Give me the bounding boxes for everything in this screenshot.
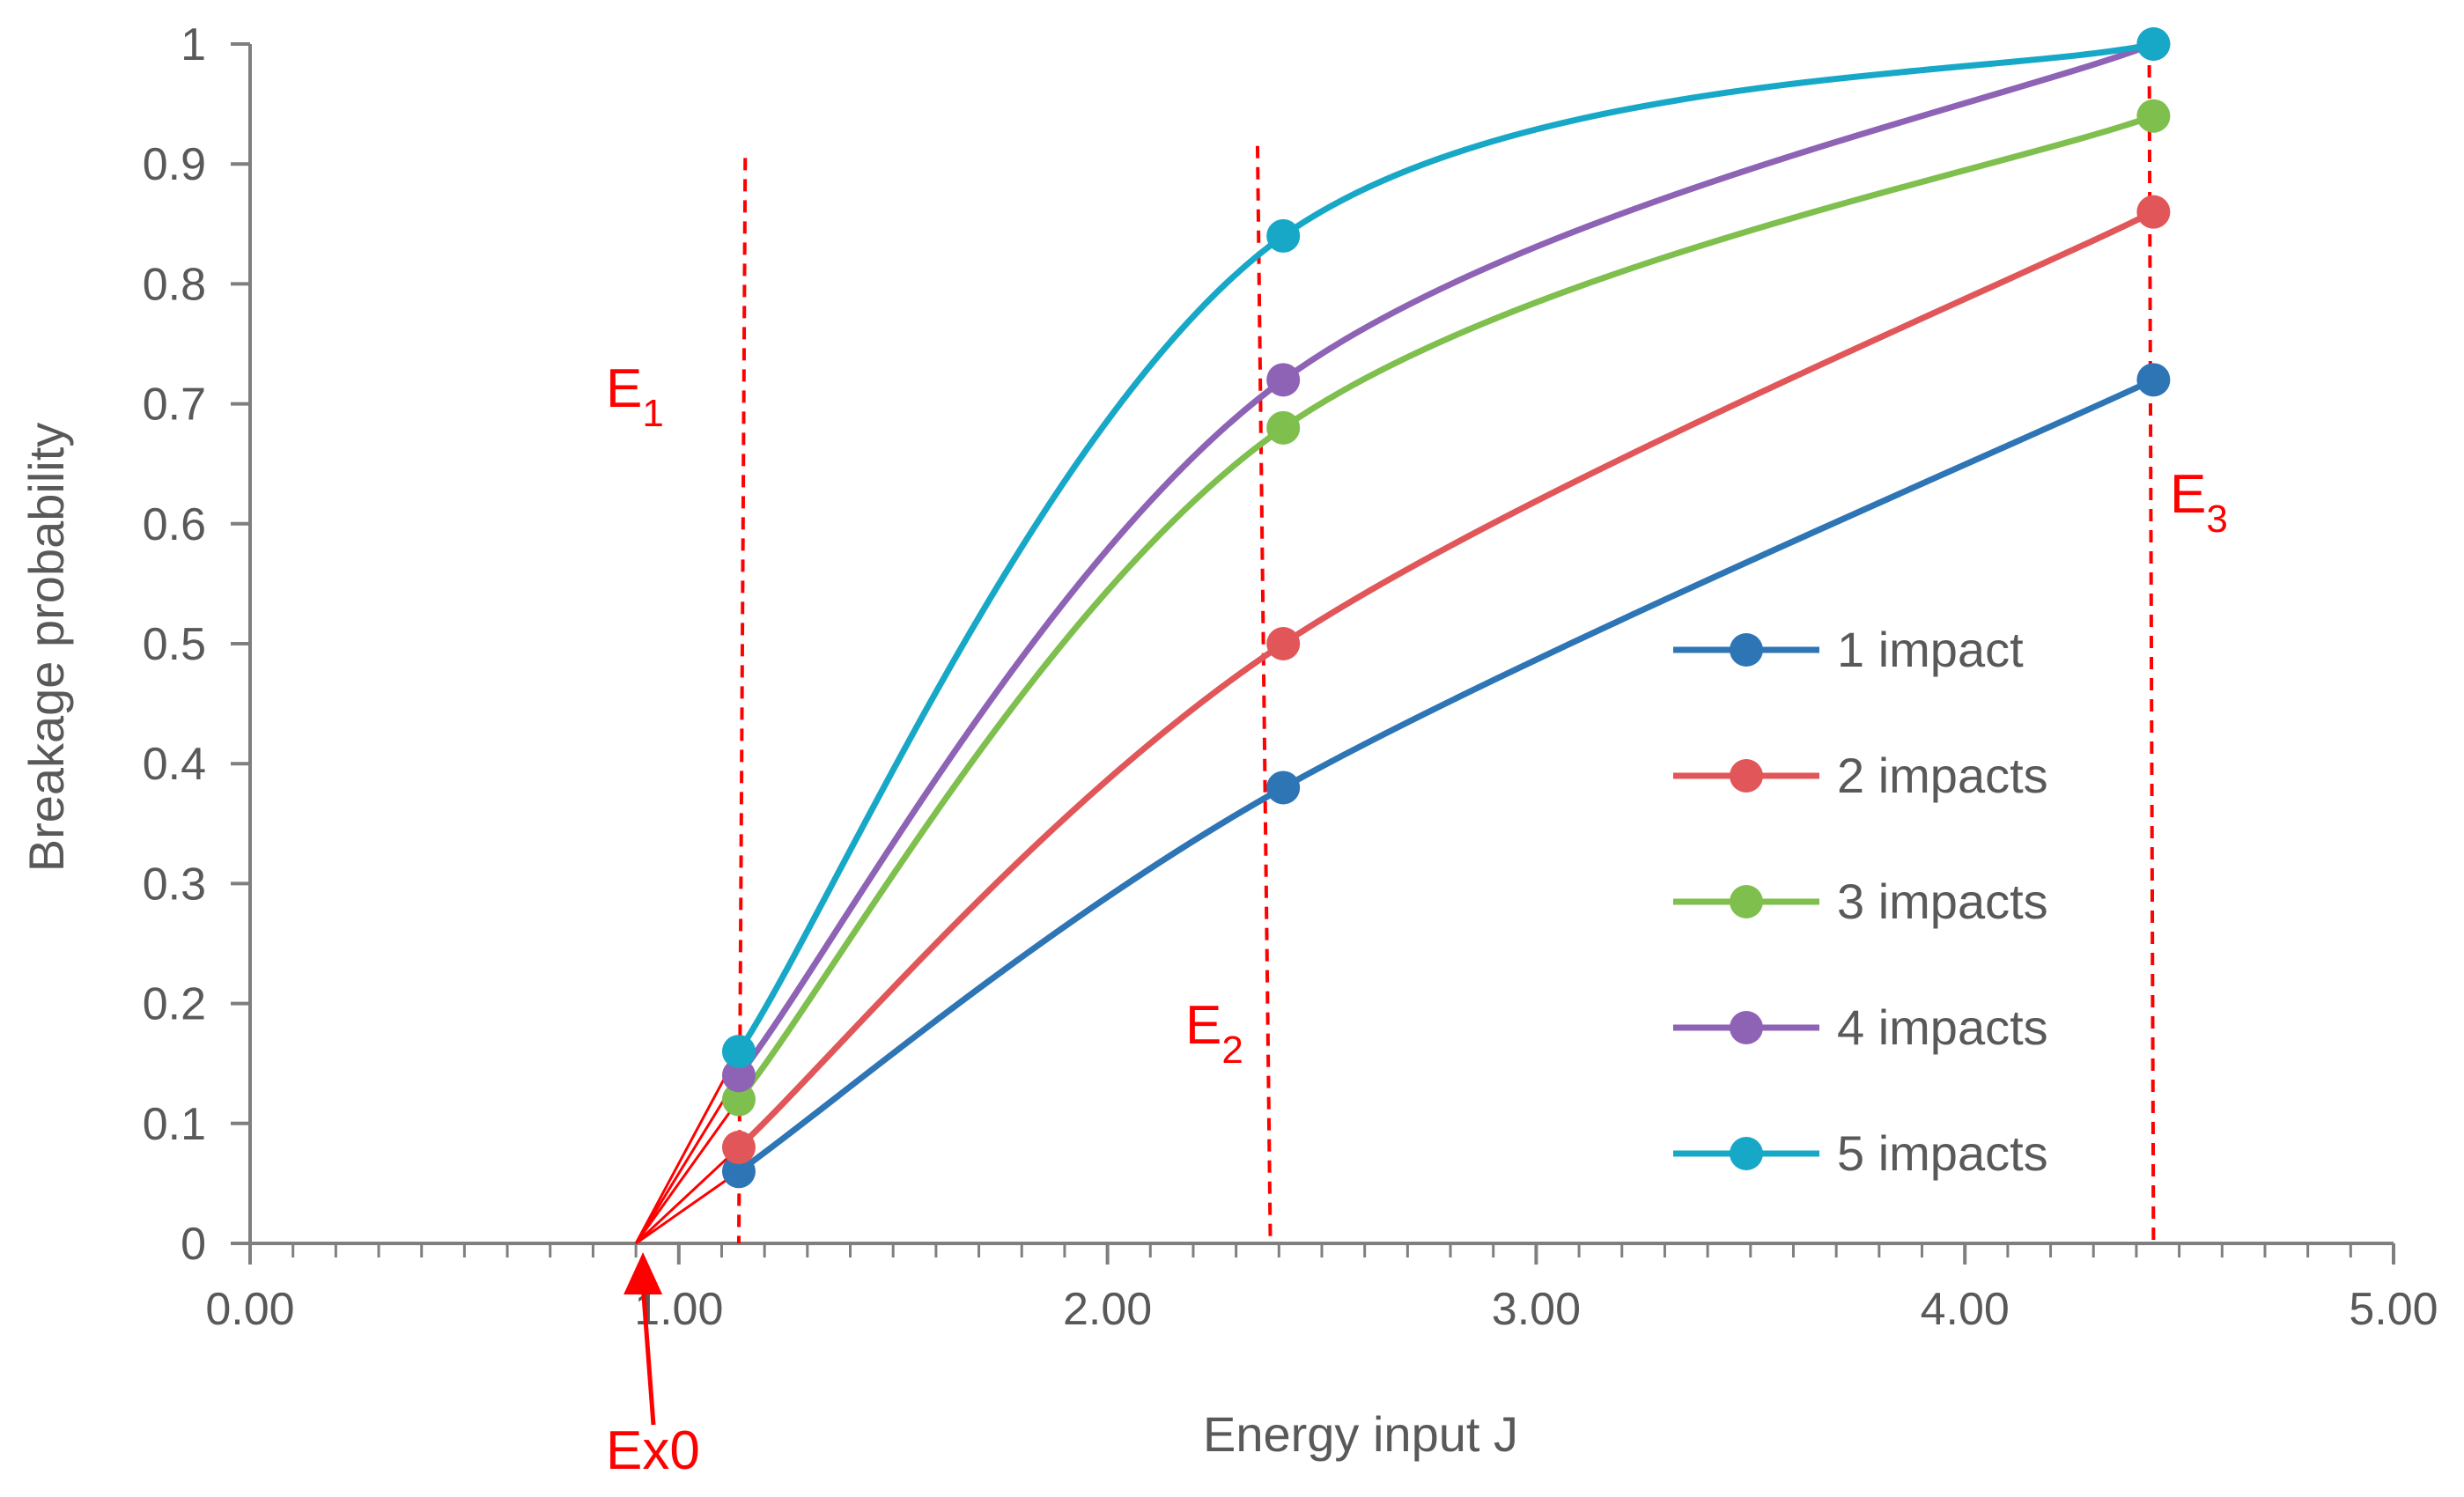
series-4-point: [721, 1058, 756, 1093]
legend-label: 3 impacts: [1837, 874, 2048, 929]
extrapolation-line: [634, 1074, 741, 1244]
series-3-point: [721, 1082, 756, 1117]
y-tick-label: 0: [181, 1219, 206, 1270]
y-tick-label: 0.1: [143, 1099, 206, 1150]
e3-guide-line: [2147, 43, 2156, 1244]
x-tick-label: 5.00: [2349, 1284, 2438, 1335]
y-tick-label: 0.9: [143, 139, 206, 190]
y-tick-label: 0.4: [143, 739, 206, 790]
legend: 1 impact 2 impacts 3 impacts 4 impacts 5 imp…: [1673, 622, 2048, 1181]
y-axis-title: Breakage probability: [18, 423, 74, 873]
legend-item: 5 impacts: [1673, 1125, 2048, 1181]
series-5-point: [721, 1035, 756, 1069]
legend-label: 1 impact: [1837, 622, 2024, 677]
x-tick-label: 0.00: [205, 1284, 294, 1335]
axes: 0.00 1.00 2.00 3.00 4.00 5.00 00.10.20.30.40.…: [143, 19, 2438, 1335]
e2-guide-line: [1255, 145, 1273, 1244]
series-3-point: [1266, 410, 1301, 445]
series-points: [721, 27, 2171, 1189]
x-axis-title: Energy input J: [1203, 1406, 1518, 1462]
series-1-line: [735, 376, 2157, 1175]
e2-subscript: 2: [1221, 1029, 1243, 1072]
energy-guide-lines: [736, 43, 2156, 1244]
y-tick-marks: [231, 42, 250, 1245]
y-tick-label: 0.3: [143, 859, 206, 910]
x-tick-label: 2.00: [1063, 1284, 1152, 1335]
annotations: E1 E2 E3 Ex0: [606, 358, 2228, 1481]
extrapolation-line: [634, 1051, 741, 1244]
series-2-line: [735, 209, 2157, 1151]
y-tick-labels: 0 0.1 0.2 0.3 0.4 0.5 0.6 0.7 0.8 0.9 1: [143, 19, 206, 1270]
e1-guide-line: [736, 158, 748, 1244]
series-2-point: [721, 1131, 756, 1165]
legend-swatch-marker: [1730, 759, 1763, 793]
extrapolation-line: [634, 1098, 741, 1244]
e1-main: E: [606, 358, 642, 419]
legend-label: 5 impacts: [1837, 1125, 2048, 1181]
e3-label: E3: [2170, 464, 2228, 541]
ex0-label: Ex0: [606, 1420, 700, 1481]
legend-swatch-marker: [1730, 885, 1763, 918]
ex0-arrow-head: [623, 1252, 663, 1294]
x-tick-marks: [248, 1243, 2395, 1265]
e2-main: E: [1185, 995, 1221, 1056]
series-3-point: [2136, 99, 2171, 133]
extrapolation-line: [635, 1146, 740, 1245]
y-tick-label: 1: [181, 19, 206, 70]
y-tick-label: 0.8: [143, 259, 206, 310]
x-tick-labels: 0.00 1.00 2.00 3.00 4.00 5.00: [205, 1284, 2438, 1335]
legend-label: 2 impacts: [1837, 748, 2048, 803]
e3-main: E: [2170, 464, 2206, 525]
extrapolation-line: [635, 1170, 740, 1245]
legend-swatch-marker: [1730, 1137, 1763, 1170]
x-tick-label: 3.00: [1492, 1284, 1581, 1335]
y-tick-label: 0.2: [143, 979, 206, 1030]
series-4-point: [1266, 363, 1301, 397]
e1-subscript: 1: [642, 392, 663, 435]
series-1-point: [2136, 363, 2171, 397]
legend-item: 3 impacts: [1673, 874, 2048, 929]
series-1-point: [1266, 771, 1301, 805]
series-5-point: [2136, 27, 2171, 61]
series-5-point: [1266, 218, 1301, 253]
legend-item: 4 impacts: [1673, 999, 2048, 1055]
series-1-point: [721, 1154, 756, 1189]
x-tick-label: 4.00: [1921, 1284, 2010, 1335]
extrapolation-lines: [634, 1051, 741, 1245]
e3-subscript: 3: [2206, 498, 2227, 541]
y-tick-label: 0.6: [143, 499, 206, 550]
ex0-arrow-shaft: [640, 1285, 656, 1426]
y-tick-label: 0.7: [143, 380, 206, 431]
legend-item: 2 impacts: [1673, 748, 2048, 803]
y-tick-label: 0.5: [143, 619, 206, 670]
e2-label: E2: [1185, 995, 1243, 1072]
e1-label: E1: [606, 358, 664, 435]
legend-swatch-marker: [1730, 1011, 1763, 1044]
legend-item: 1 impact: [1673, 622, 2024, 677]
legend-label: 4 impacts: [1837, 999, 2048, 1055]
series-2-point: [2136, 195, 2171, 229]
ex0-arrow: [623, 1252, 663, 1426]
series-2-point: [1266, 627, 1301, 660]
legend-swatch-marker: [1730, 633, 1763, 667]
